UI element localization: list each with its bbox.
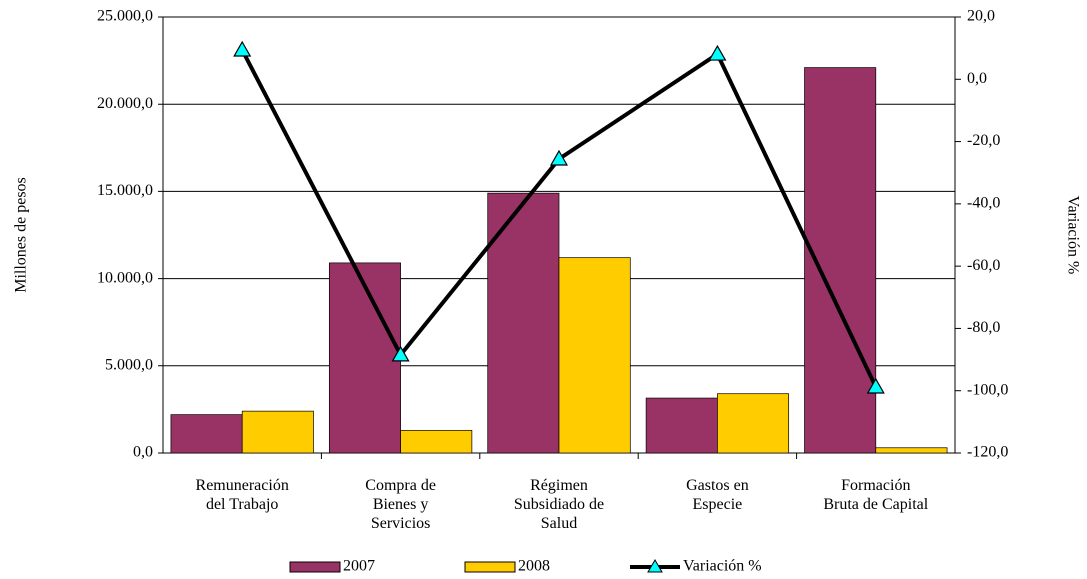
bar [558,257,631,454]
legend-swatch [464,561,516,573]
legend-label: Variación % [683,558,762,575]
bar [170,414,243,454]
x-tick-label: Remuneración del Trabajo [195,477,289,513]
y-tick-label: 0,0 [133,444,153,461]
y2-tick-label: -80,0 [967,319,1000,336]
y2-tick-label: 0,0 [967,70,987,87]
marker [708,44,727,61]
bar [487,192,560,454]
y2-tick-label: 20,0 [967,8,995,25]
bar [645,397,718,454]
bar [400,429,473,454]
bar [241,410,314,454]
bar [875,447,948,454]
marker [866,377,885,394]
bar [717,393,790,454]
marker [549,149,569,166]
x-tick-label: Régimen Subsidiado de Salud [513,477,605,532]
y-tick-label: 15.000,0 [97,182,153,199]
y-tick-label: 20.000,0 [97,95,153,112]
legend-label: 2007 [343,558,375,575]
y2-tick-label: -20,0 [967,132,1000,149]
y-tick-label: 10.000,0 [97,269,153,286]
y2-axis-title: Variación % [1064,196,1081,275]
legend-label: 2008 [518,558,550,575]
y2-tick-label: -40,0 [967,195,1000,212]
y-axis-title: Millones de pesos [13,177,30,293]
marker [233,40,252,57]
y2-tick-label: -60,0 [967,257,1000,274]
x-tick-label: Formación Bruta de Capital [823,477,929,513]
y2-tick-label: -100,0 [967,381,1008,398]
marker [391,345,410,362]
x-tick-label: Compra de Bienes y Servicios [365,477,436,532]
y-tick-label: 5.000,0 [105,356,153,373]
bar [328,262,401,454]
legend-swatch [289,561,341,573]
legend-marker [647,559,663,573]
y-tick-label: 25.000,0 [97,8,153,25]
y2-tick-label: -120,0 [967,444,1008,461]
x-tick-label: Gastos en Especie [686,477,749,513]
